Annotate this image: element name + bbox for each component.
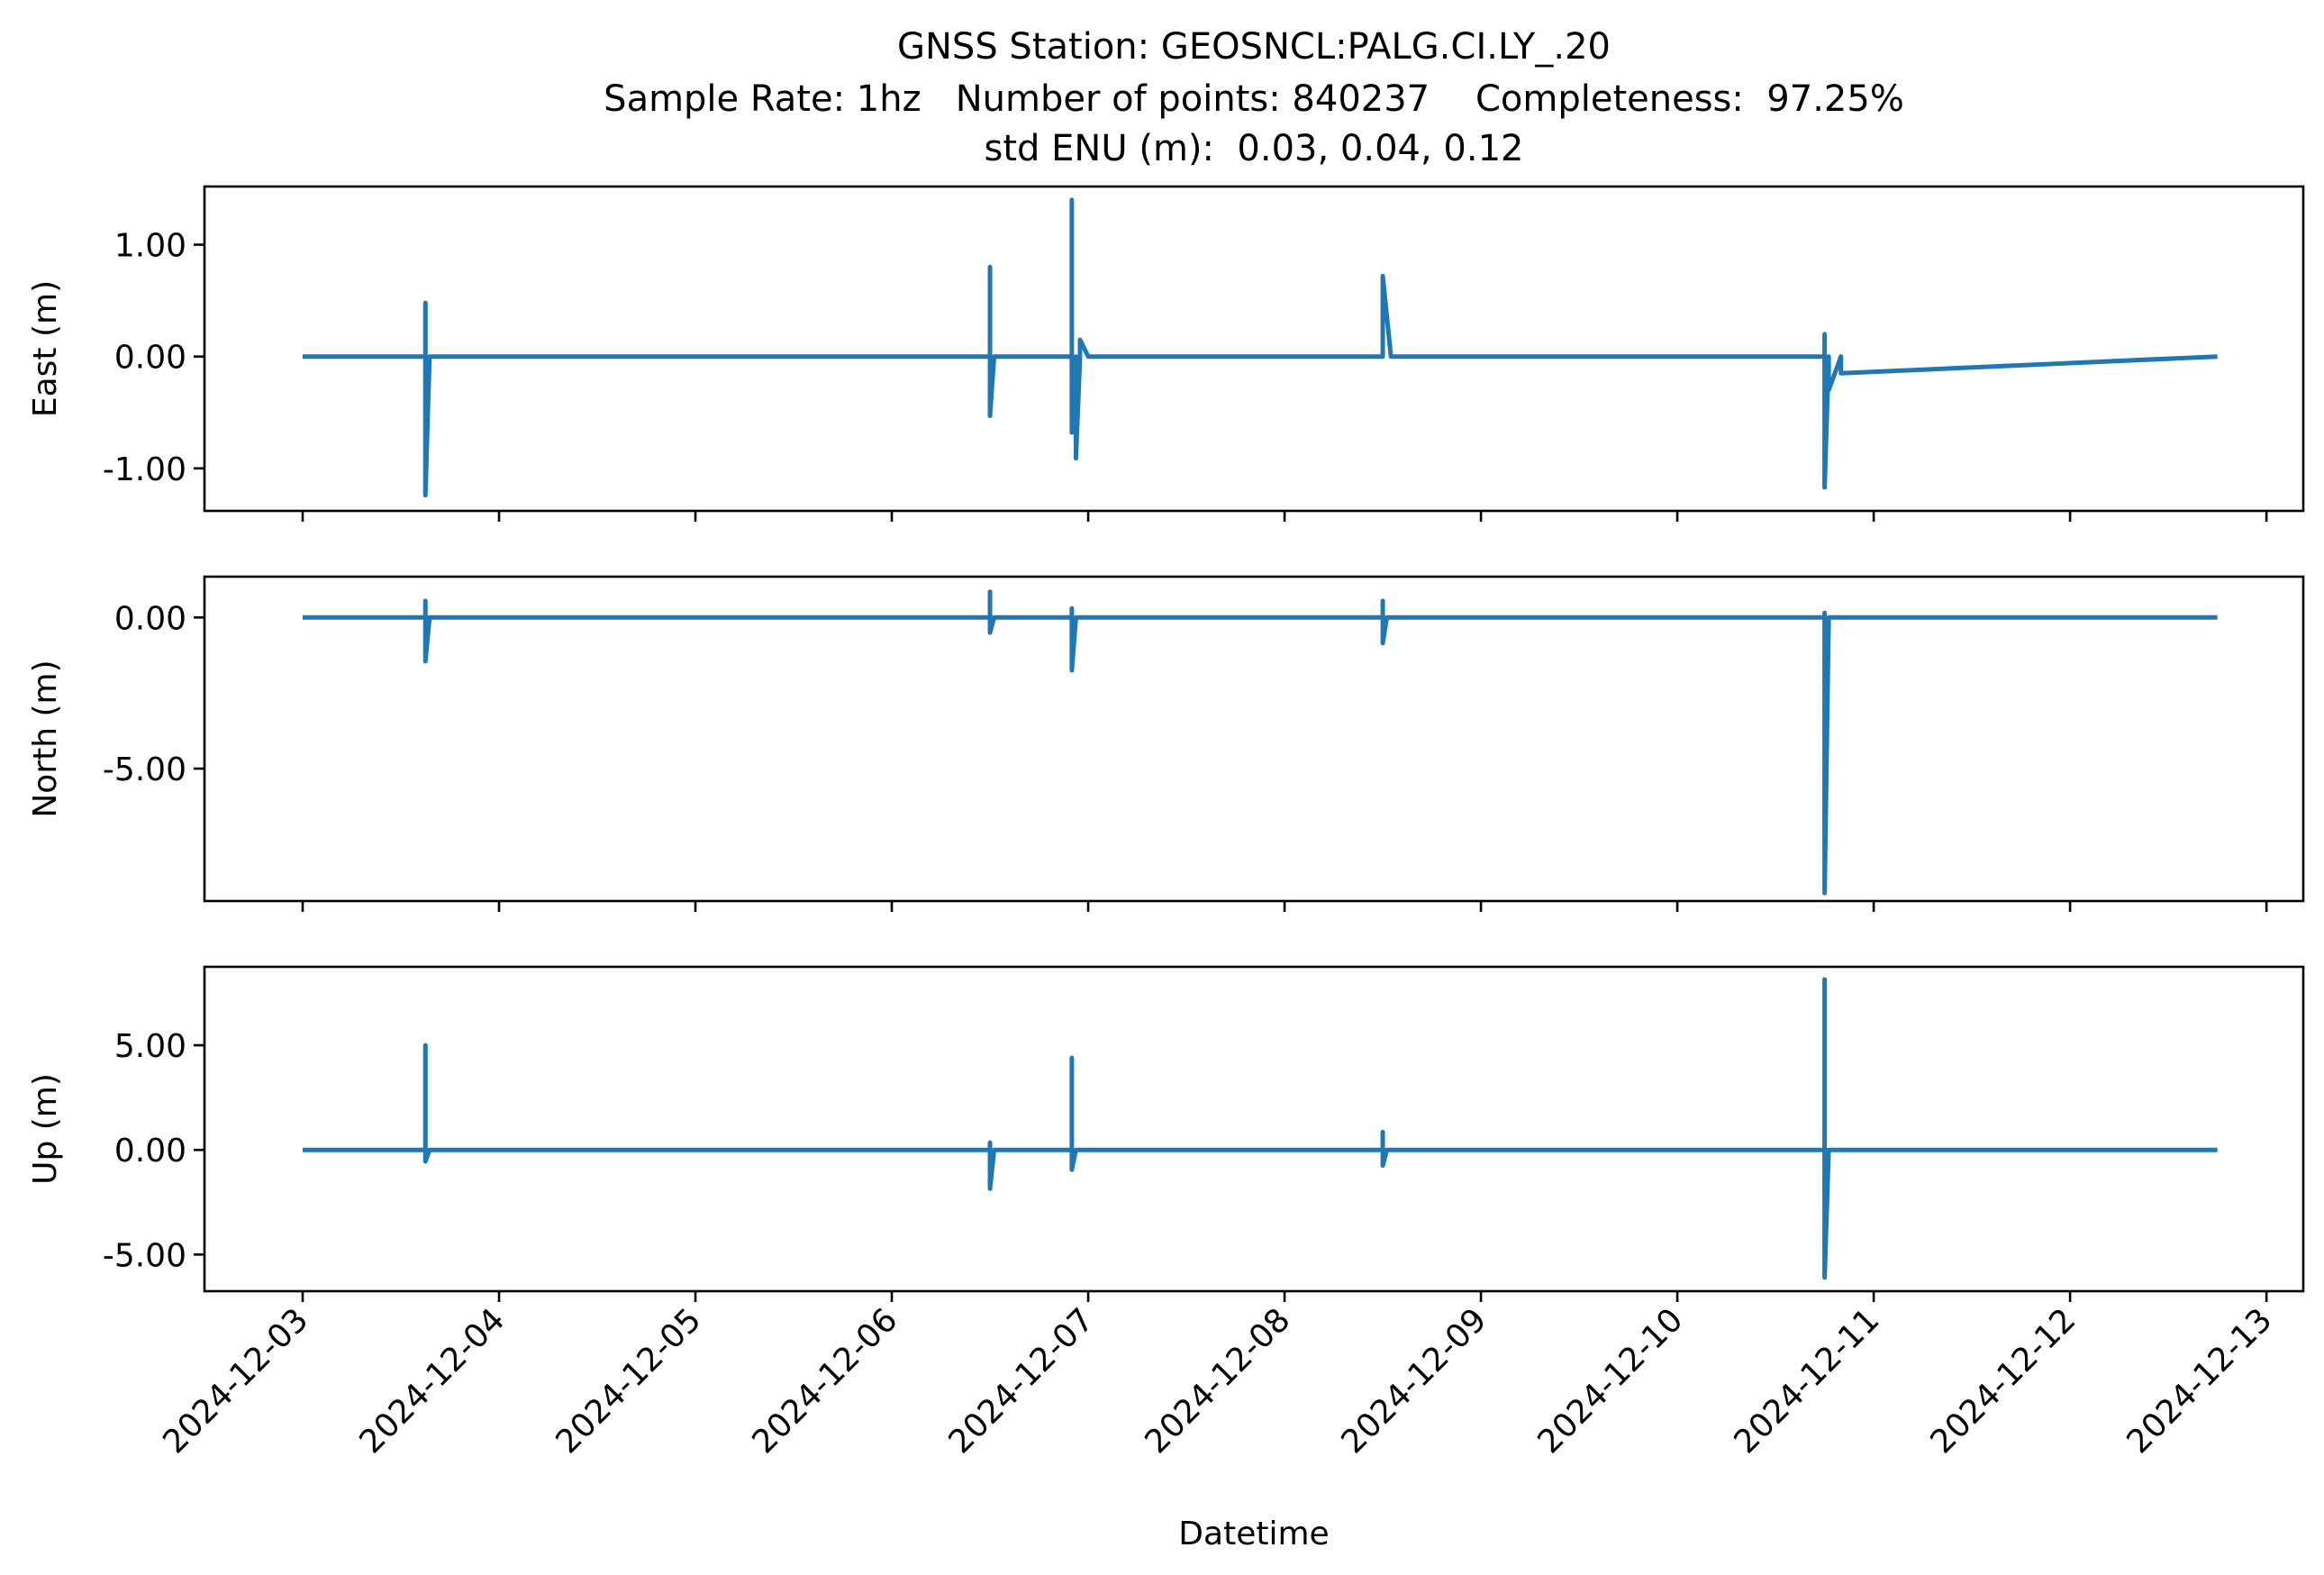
axes-frame-east [203,185,2305,513]
y-tick-label-north: 0.00 [114,600,186,637]
axes-frame-north [203,575,2305,903]
panel-north: -5.00 0.00 North (m) [27,575,2305,912]
y-axis-label-east: East (m) [27,280,64,417]
y-tick-label-east: -1.00 [103,451,186,488]
y-tick-label-east: 1.00 [114,228,186,265]
y-axis-label-north: North (m) [27,660,64,817]
x-axis-label: Datetime [1178,1516,1329,1552]
axes-frame-up [203,965,2305,1293]
y-tick-label-east: 0.00 [114,340,186,377]
series-line-north [303,589,2218,896]
panel-up: -5.00 0.00 5.00 Up (m) [27,965,2305,1302]
chart-subtitle-std: std ENU (m): 0.03, 0.04, 0.12 [985,128,1524,169]
y-tick-label-up: 0.00 [114,1133,186,1170]
series-line-up [303,977,2218,1280]
y-tick-label-up: -5.00 [103,1237,186,1274]
y-tick-label-north: -5.00 [103,751,186,788]
panel-east: -1.00 0.00 1.00 East (m) [27,185,2305,522]
y-axis-label-up: Up (m) [27,1073,64,1185]
y-tick-label-up: 5.00 [114,1028,186,1065]
series-line-east [303,197,2218,498]
chart-subtitle-sampling: Sample Rate: 1hz Number of points: 84023… [604,78,1904,120]
chart-title: GNSS Station: GEOSNCL:PALG.CI.LY_.20 [897,26,1611,68]
